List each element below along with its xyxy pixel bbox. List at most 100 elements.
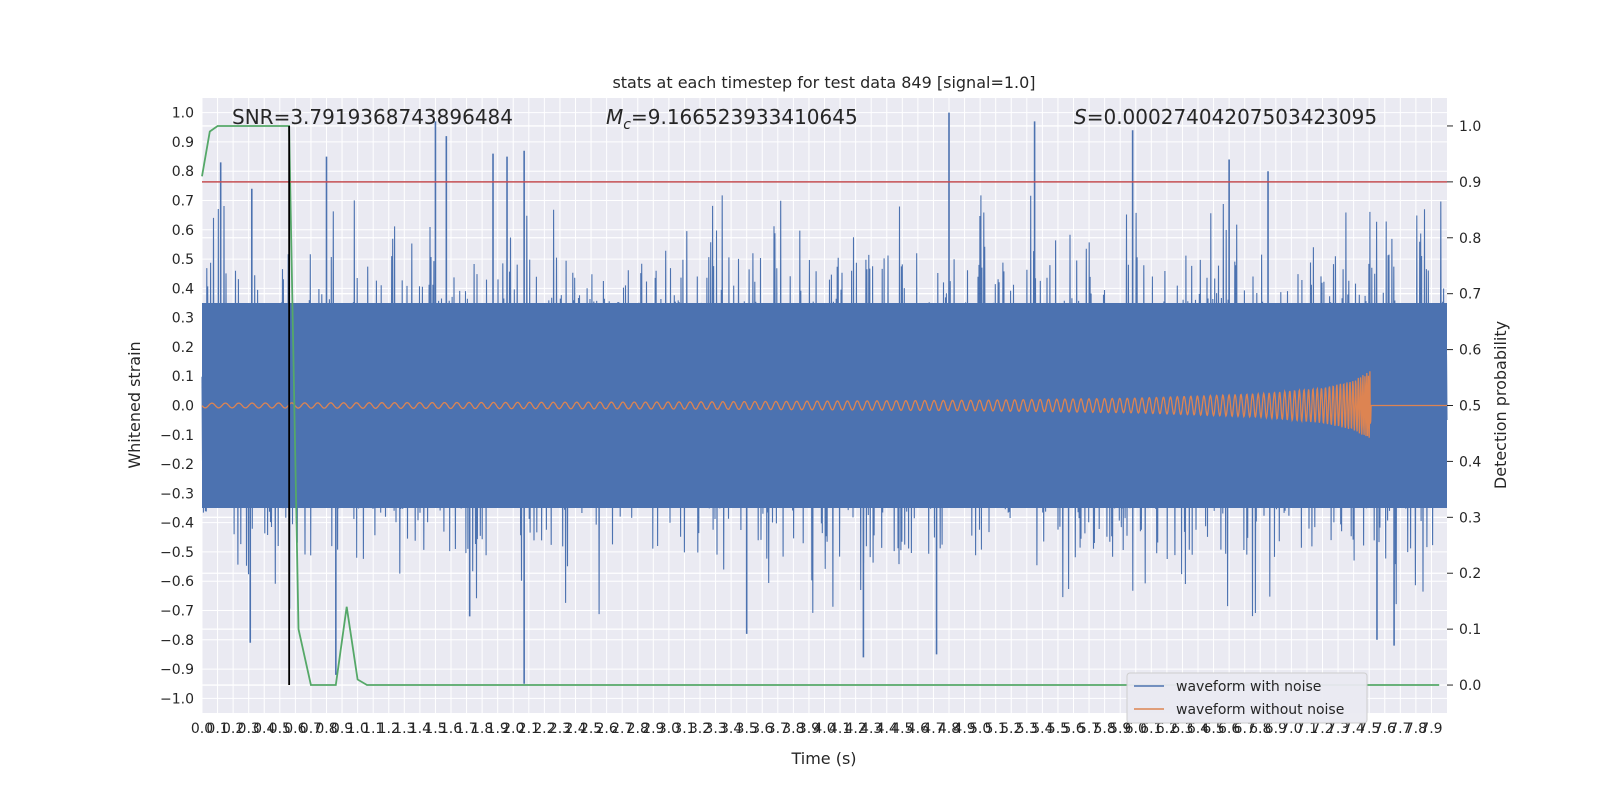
x-tick-label: 6.8 xyxy=(1249,721,1271,737)
marker-lines xyxy=(202,125,1447,686)
x-tick-label: 1.4 xyxy=(409,721,431,737)
y2-tick-labels: 0.0 0.1 0.2 0.3 0.4 0.5 0.6 0.7 0.8 0.9 1.0 xyxy=(1447,119,1481,694)
series-detection-probability-line xyxy=(201,125,1440,686)
y-tick-label: −0.7 xyxy=(160,604,194,620)
y-tick-label: 0.6 xyxy=(172,223,194,239)
y-axis-label: Whitened strain xyxy=(125,341,144,468)
y2-tick-label: 0.5 xyxy=(1459,399,1481,415)
y-tick-labels: −1.0 −0.9 −0.8 −0.7 −0.6 −0.5 −0.4 −0.3 −0.2 −0.1… xyxy=(160,106,194,708)
x-tick-label: 1.7 xyxy=(455,721,477,737)
x-tick-label: 3.7 xyxy=(767,721,789,737)
y2-tick-label: 0.6 xyxy=(1459,343,1481,359)
x-tick-label: 5.2 xyxy=(1000,721,1022,737)
y-tick-label: −0.1 xyxy=(160,428,194,444)
x-tick-label: 3.6 xyxy=(751,721,773,737)
legend-box xyxy=(1126,672,1368,724)
x-tick-label: 2.5 xyxy=(580,721,602,737)
x-tick-label: 0.8 xyxy=(315,721,337,737)
x-tick-label: 7.8 xyxy=(1405,721,1427,737)
x-tick-label: 2.8 xyxy=(627,721,649,737)
x-tick-label: 7.5 xyxy=(1358,721,1380,737)
x-tick-label: 3.3 xyxy=(704,721,726,737)
x-tick-label: 4.7 xyxy=(922,721,944,737)
y-tick-label: −0.4 xyxy=(160,516,194,532)
x-tick-label: 2.2 xyxy=(533,721,555,737)
x-tick-label: 0.3 xyxy=(238,721,260,737)
x-tick-label: 5.4 xyxy=(1031,721,1053,737)
x-tick-label: 2.3 xyxy=(549,721,571,737)
legend: waveform with noise waveform without noi… xyxy=(1126,672,1368,724)
x-tick-label: 5.6 xyxy=(1062,721,1084,737)
x-tick-labels: 0.00.10.20.30.40.50.60.70.80.91.01.11.21… xyxy=(191,721,1443,737)
chirp-mass-annotation: Mc=9.166523933410645 xyxy=(606,105,858,133)
x-tick-label: 2.7 xyxy=(611,721,633,737)
x-tick-label: 4.9 xyxy=(953,721,975,737)
x-tick-label: 2.6 xyxy=(595,721,617,737)
s-annotation: S=0.00027404207503423095 xyxy=(1074,105,1377,129)
x-tick-label: 6.0 xyxy=(1125,721,1147,737)
chart-title: stats at each timestep for test data 849… xyxy=(612,73,1035,92)
x-tick-label: 3.5 xyxy=(736,721,758,737)
y-tick-label: −0.3 xyxy=(160,486,194,502)
x-tick-label: 6.9 xyxy=(1265,721,1287,737)
x-tick-label: 4.8 xyxy=(938,721,960,737)
x-tick-label: 4.3 xyxy=(860,721,882,737)
x-tick-label: 5.9 xyxy=(1109,721,1131,737)
x-tick-label: 7.6 xyxy=(1374,721,1396,737)
x-tick-label: 4.2 xyxy=(844,721,866,737)
y-tick-label: 0.3 xyxy=(172,311,194,327)
x-tick-label: 5.7 xyxy=(1078,721,1100,737)
x-tick-label: 7.3 xyxy=(1327,721,1349,737)
y-tick-label: 0.9 xyxy=(172,135,194,151)
y2-tick-label: 1.0 xyxy=(1459,119,1481,135)
x-tick-label: 3.4 xyxy=(720,721,742,737)
y2-tick-label: 0.1 xyxy=(1459,622,1481,638)
y2-tick-label: 0.3 xyxy=(1459,510,1481,526)
x-tick-label: 3.1 xyxy=(673,721,695,737)
x-tick-label: 0.4 xyxy=(253,721,275,737)
x-tick-label: 5.0 xyxy=(969,721,991,737)
x-tick-label: 4.1 xyxy=(829,721,851,737)
y-tick-label: 0.4 xyxy=(172,281,194,297)
y-tick-label: −0.9 xyxy=(160,662,194,678)
x-tick-label: 4.4 xyxy=(876,721,898,737)
x-tick-label: 7.2 xyxy=(1311,721,1333,737)
x-tick-label: 5.5 xyxy=(1047,721,1069,737)
x-axis-label: Time (s) xyxy=(790,749,856,768)
x-tick-label: 0.2 xyxy=(222,721,244,737)
x-tick-label: 1.3 xyxy=(393,721,415,737)
x-tick-label: 4.5 xyxy=(891,721,913,737)
x-tick-label: 2.0 xyxy=(502,721,524,737)
x-tick-label: 0.0 xyxy=(191,721,213,737)
x-tick-label: 3.9 xyxy=(798,721,820,737)
x-tick-label: 0.5 xyxy=(269,721,291,737)
x-tick-label: 0.9 xyxy=(331,721,353,737)
x-tick-label: 2.9 xyxy=(642,721,664,737)
legend-label-clean: waveform without noise xyxy=(1176,702,1344,718)
y-tick-label: −0.8 xyxy=(160,633,194,649)
x-tick-label: 5.1 xyxy=(985,721,1007,737)
x-tick-label: 6.5 xyxy=(1202,721,1224,737)
x-tick-label: 2.1 xyxy=(518,721,540,737)
x-tick-label: 7.1 xyxy=(1296,721,1318,737)
x-tick-label: 5.3 xyxy=(1016,721,1038,737)
x-tick-label: 7.0 xyxy=(1280,721,1302,737)
x-tick-label: 7.4 xyxy=(1342,721,1364,737)
y-tick-label: 0.8 xyxy=(172,164,194,180)
x-tick-label: 4.6 xyxy=(907,721,929,737)
y-tick-label: −1.0 xyxy=(160,691,194,707)
x-tick-label: 6.4 xyxy=(1187,721,1209,737)
series-clean-line xyxy=(201,371,1447,438)
x-tick-label: 1.0 xyxy=(346,721,368,737)
y-tick-label: 1.0 xyxy=(172,106,194,122)
x-tick-label: 0.7 xyxy=(300,721,322,737)
x-tick-label: 6.7 xyxy=(1234,721,1256,737)
y-tick-label: −0.5 xyxy=(160,545,194,561)
x-tick-label: 7.9 xyxy=(1420,721,1442,737)
y-tick-label: 0.7 xyxy=(172,194,194,210)
y2-tick-label: 0.0 xyxy=(1459,678,1481,694)
y2-tick-label: 0.2 xyxy=(1459,566,1481,582)
x-tick-label: 7.7 xyxy=(1389,721,1411,737)
x-tick-label: 6.6 xyxy=(1218,721,1240,737)
